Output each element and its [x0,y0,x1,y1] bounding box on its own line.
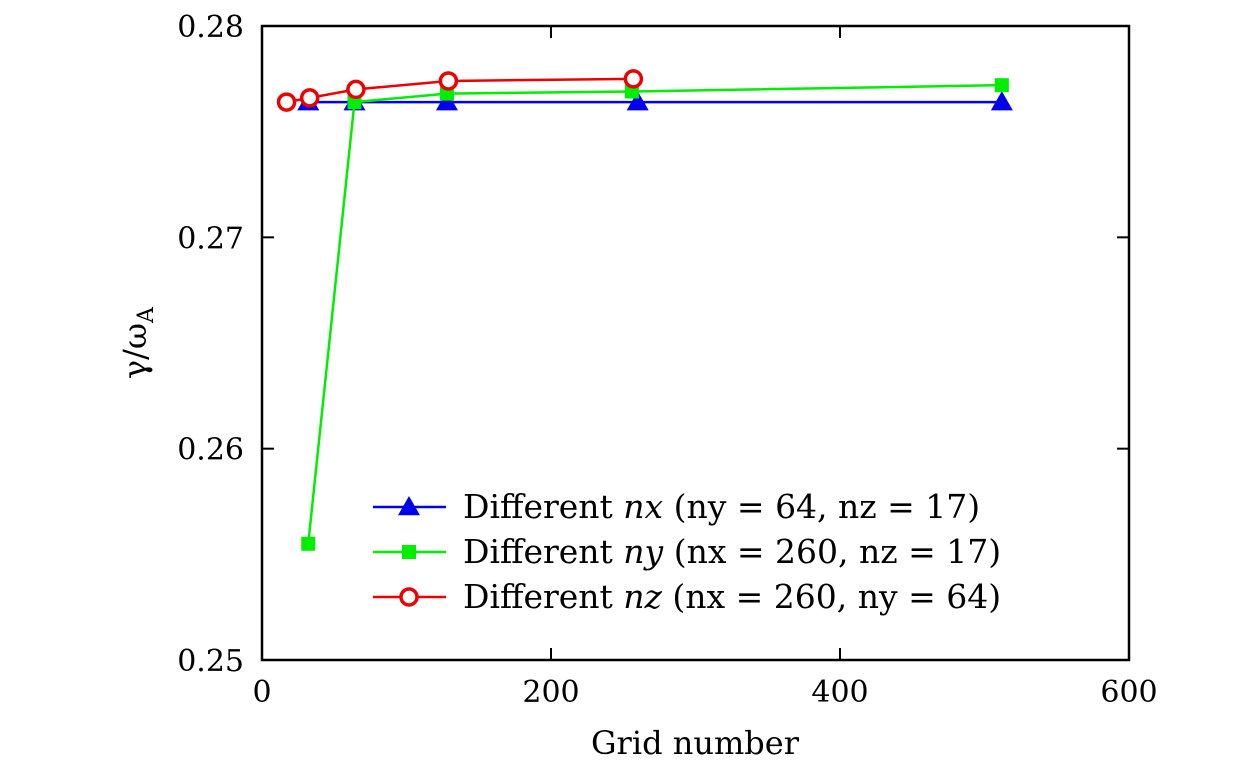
series-2 [301,78,1009,551]
legend-label: Different ny (nx = 260, nz = 17) [463,532,1001,571]
x-tick-label: 200 [522,675,579,710]
x-tick-label: 0 [252,675,271,710]
legend-label: Different nx (ny = 64, nz = 17) [463,487,980,526]
x-tick-label: 400 [811,675,868,710]
legend-marker [399,587,419,607]
x-tick-label: 600 [1100,675,1157,710]
svg-text:γ/ωA: γ/ωA [116,306,159,379]
plot-frame [260,24,1131,662]
y-axis-title: γ/ωA [116,306,159,379]
data-point [299,88,320,108]
legend-marker [402,545,416,559]
series-1 [297,91,1013,111]
series-3 [276,69,644,112]
series-line [306,83,1002,544]
x-axis-title: Grid number [591,724,800,762]
legend-label: Different nz (nx = 260, ny = 64) [463,577,1001,616]
series-layer [276,69,1013,551]
data-point [438,71,459,91]
y-tick-label: 0.28 [177,10,244,45]
data-point [626,91,649,111]
y-tick-label: 0.26 [177,433,244,468]
data-point [990,91,1013,111]
legend-entry: Different ny (nx = 260, nz = 17) [373,532,1001,571]
series-line [286,77,634,104]
data-point [276,92,297,112]
y-axis-title-main: γ/ω [116,323,154,379]
legend-marker [398,496,420,516]
legend-entry: Different nz (nx = 260, ny = 64) [373,577,1001,616]
data-point [623,69,644,89]
data-point [435,91,458,111]
data-point [994,78,1009,93]
ticks: 0 200 400 600 0.25 0.26 0.27 0.28 [177,10,1157,710]
y-axis-title-sub: A [134,306,159,324]
y-tick-label: 0.25 [177,644,244,679]
data-point [301,536,316,551]
y-tick-label: 0.27 [177,221,244,256]
legend: Different nx (ny = 64, nz = 17) Different… [373,487,1001,616]
data-point [346,79,366,100]
legend-entry: Different nx (ny = 64, nz = 17) [373,487,980,526]
